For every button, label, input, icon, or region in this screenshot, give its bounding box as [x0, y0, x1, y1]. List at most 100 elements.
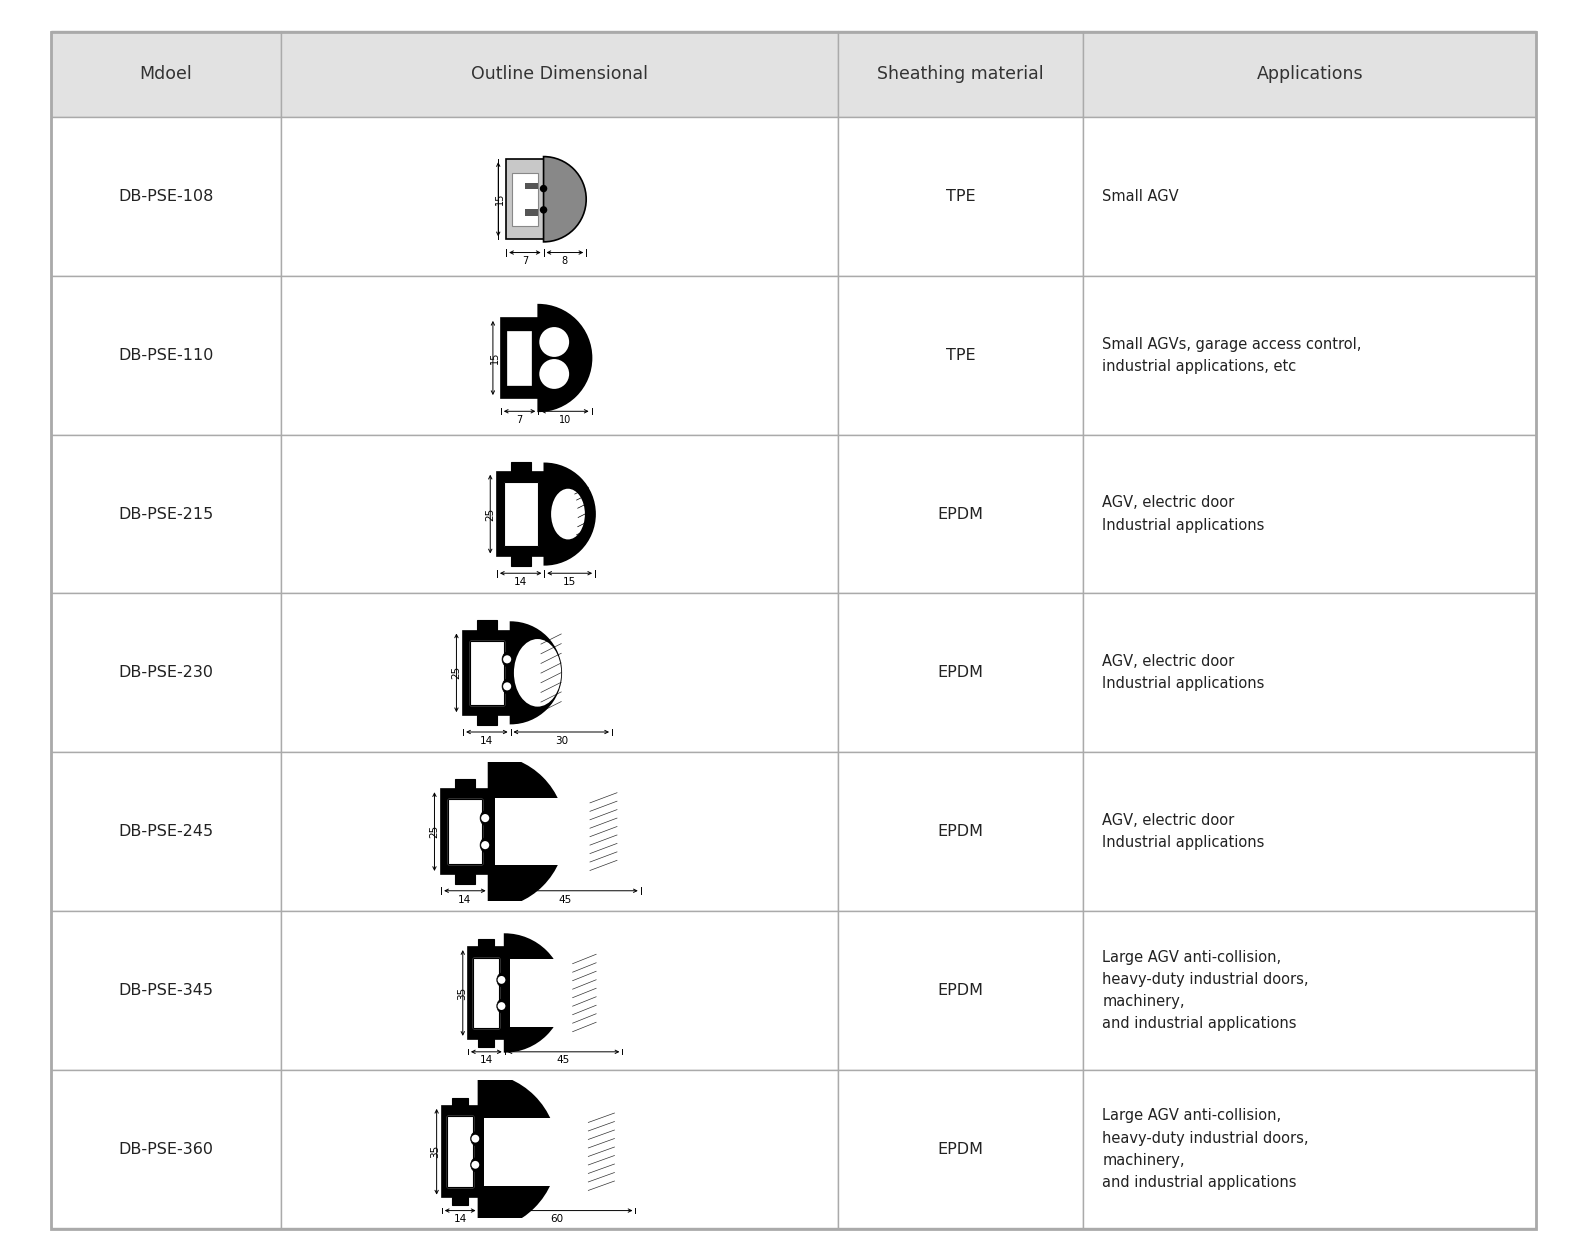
Bar: [468, 948, 505, 1038]
Bar: [281, 117, 838, 276]
Text: 8: 8: [562, 256, 568, 266]
Wedge shape: [471, 1157, 478, 1173]
Bar: [506, 159, 544, 239]
Bar: [508, 331, 532, 384]
Circle shape: [471, 1135, 479, 1143]
Bar: [838, 276, 1084, 435]
Text: 15: 15: [563, 577, 576, 587]
Ellipse shape: [551, 489, 586, 539]
Text: DB-PSE-108: DB-PSE-108: [117, 189, 214, 204]
Bar: [484, 1118, 589, 1186]
Bar: [495, 798, 590, 866]
Text: EPDM: EPDM: [938, 1142, 984, 1157]
Bar: [281, 276, 838, 435]
Wedge shape: [497, 971, 505, 988]
Bar: [51, 117, 281, 276]
Bar: [497, 471, 544, 557]
Bar: [503, 483, 538, 546]
Bar: [1084, 752, 1536, 911]
Wedge shape: [481, 837, 489, 853]
Bar: [1084, 1070, 1536, 1228]
Bar: [511, 557, 530, 567]
Wedge shape: [538, 305, 592, 411]
Circle shape: [540, 185, 548, 193]
Ellipse shape: [514, 639, 562, 707]
Bar: [511, 461, 530, 471]
Text: TPE: TPE: [946, 348, 976, 363]
Bar: [51, 911, 281, 1070]
Bar: [838, 752, 1084, 911]
Text: 25: 25: [486, 508, 495, 520]
Circle shape: [540, 359, 570, 389]
Bar: [452, 1099, 468, 1106]
Bar: [441, 1106, 478, 1197]
Text: 7: 7: [522, 256, 528, 266]
Wedge shape: [511, 622, 562, 723]
Text: 14: 14: [514, 577, 527, 587]
Text: EPDM: EPDM: [938, 665, 984, 680]
Bar: [476, 716, 497, 726]
Text: Applications: Applications: [1257, 66, 1363, 83]
Text: DB-PSE-230: DB-PSE-230: [119, 665, 213, 680]
Bar: [511, 173, 538, 226]
Text: AGV, electric door
Industrial applications: AGV, electric door Industrial applicatio…: [1103, 495, 1265, 533]
Wedge shape: [497, 998, 505, 1014]
Bar: [525, 183, 538, 189]
Bar: [441, 789, 489, 874]
Text: TPE: TPE: [946, 189, 976, 204]
Bar: [509, 959, 573, 1027]
Text: EPDM: EPDM: [938, 507, 984, 522]
Bar: [1084, 32, 1536, 117]
Circle shape: [481, 814, 489, 822]
Text: Large AGV anti-collision,
heavy-duty industrial doors,
machinery,
and industrial: Large AGV anti-collision, heavy-duty ind…: [1103, 950, 1309, 1031]
Bar: [1084, 593, 1536, 752]
Bar: [478, 940, 494, 948]
Circle shape: [481, 842, 489, 849]
Bar: [838, 911, 1084, 1070]
Text: 14: 14: [479, 1055, 494, 1065]
Bar: [281, 911, 838, 1070]
Text: Sheathing material: Sheathing material: [878, 66, 1044, 83]
Circle shape: [498, 976, 505, 984]
Text: Small AGV: Small AGV: [1103, 189, 1179, 204]
Bar: [448, 1116, 473, 1187]
Wedge shape: [501, 651, 511, 668]
Wedge shape: [505, 934, 563, 1052]
Text: 25: 25: [430, 825, 440, 838]
Bar: [281, 752, 838, 911]
Wedge shape: [489, 756, 565, 907]
Text: 25: 25: [452, 667, 462, 679]
Text: DB-PSE-215: DB-PSE-215: [119, 507, 214, 522]
Circle shape: [503, 655, 511, 663]
Bar: [1084, 435, 1536, 593]
Bar: [51, 32, 281, 117]
Bar: [51, 1070, 281, 1228]
Bar: [452, 1197, 468, 1206]
Text: DB-PSE-345: DB-PSE-345: [119, 983, 213, 998]
Bar: [1084, 911, 1536, 1070]
Bar: [1084, 117, 1536, 276]
Text: 35: 35: [457, 987, 467, 999]
Text: 45: 45: [557, 1055, 570, 1065]
Text: 15: 15: [495, 193, 505, 205]
Bar: [838, 117, 1084, 276]
Wedge shape: [501, 678, 511, 694]
Bar: [463, 630, 511, 716]
Bar: [51, 752, 281, 911]
Bar: [448, 1116, 473, 1187]
Bar: [525, 209, 538, 215]
Circle shape: [540, 328, 570, 357]
Bar: [501, 318, 538, 398]
Bar: [455, 779, 475, 789]
Text: AGV, electric door
Industrial applications: AGV, electric door Industrial applicatio…: [1103, 654, 1265, 692]
Bar: [473, 958, 500, 1028]
Bar: [51, 593, 281, 752]
Bar: [448, 800, 482, 863]
Bar: [1084, 276, 1536, 435]
Circle shape: [540, 207, 548, 214]
Text: 45: 45: [559, 895, 571, 905]
Text: Large AGV anti-collision,
heavy-duty industrial doors,
machinery,
and industrial: Large AGV anti-collision, heavy-duty ind…: [1103, 1109, 1309, 1189]
Text: Mdoel: Mdoel: [140, 66, 192, 83]
Circle shape: [498, 1002, 505, 1011]
Circle shape: [503, 683, 511, 690]
